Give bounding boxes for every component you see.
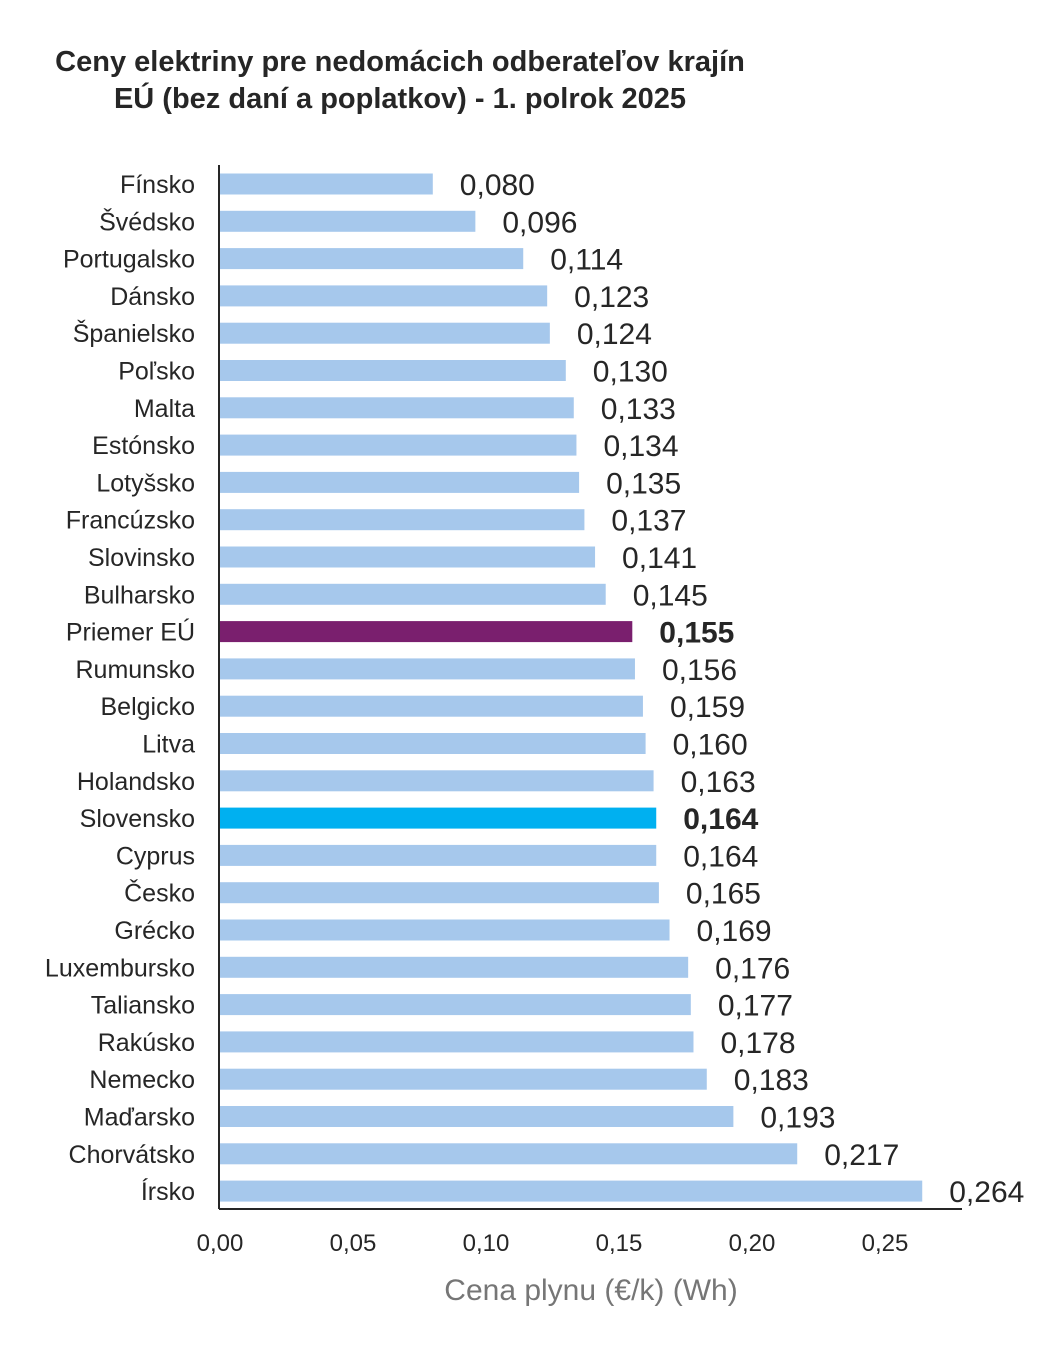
x-axis-ticks: 0,00 0,05 0,10 0,15 0,20 0,25 [197, 1230, 909, 1257]
chart-title-line-2: EÚ (bez daní a poplatkov) - 1. polrok 20… [113, 83, 687, 115]
bar-malta [220, 397, 574, 419]
value-label-cyprus: 0,164 [683, 840, 758, 873]
bar-chorvatsko [220, 1143, 798, 1165]
bar-bulharsko [220, 583, 606, 605]
category-label-svedsko: Švédsko [99, 207, 195, 236]
category-label-slovinsko: Slovinsko [88, 544, 195, 572]
bar-luxembursko [220, 956, 689, 978]
bar-taliansko [220, 994, 691, 1016]
category-label-litva: Litva [142, 731, 195, 759]
category-labels: Fínsko Švédsko Portugalsko Dánsko Španielsko… [45, 171, 195, 1206]
category-label-nemecko: Nemecko [89, 1066, 195, 1094]
value-label-belgicko: 0,159 [670, 691, 745, 724]
value-label-madarsko: 0,193 [760, 1102, 835, 1135]
bar-priemer-eu [220, 621, 633, 643]
chart-title-line-1: Ceny elektriny pre nedomácich odberateľo… [55, 46, 745, 78]
value-label-lotyssko: 0,135 [606, 467, 681, 500]
value-label-estonsko: 0,134 [603, 430, 678, 463]
value-label-holandsko: 0,163 [681, 766, 756, 799]
value-label-bulharsko: 0,145 [633, 579, 708, 612]
category-label-malta: Malta [134, 395, 195, 423]
bar-svedsko [220, 210, 476, 232]
x-tick-label-4: 0,20 [729, 1230, 776, 1257]
bar-lotyssko [220, 471, 580, 493]
bar-finsko [220, 173, 433, 195]
category-label-lotyssko: Lotyšsko [96, 469, 195, 497]
bar-dansko [220, 285, 548, 307]
category-label-taliansko: Taliansko [91, 992, 195, 1020]
value-label-dansko: 0,123 [574, 281, 649, 314]
x-tick-label-3: 0,15 [596, 1230, 643, 1257]
bar-irsko [220, 1180, 923, 1202]
bar-francuzsko [220, 509, 585, 531]
category-label-chorvatsko: Chorvátsko [69, 1141, 195, 1169]
bar-nemecko [220, 1068, 707, 1090]
value-label-irsko: 0,264 [949, 1176, 1024, 1209]
x-tick-label-1: 0,05 [330, 1230, 377, 1257]
category-label-estonsko: Estónsko [92, 432, 195, 460]
bar-slovinsko [220, 546, 596, 568]
value-label-polsko: 0,130 [593, 356, 668, 389]
category-label-holandsko: Holandsko [77, 768, 195, 796]
value-label-litva: 0,160 [673, 729, 748, 762]
bar-holandsko [220, 770, 654, 792]
bar-cyprus [220, 844, 657, 866]
x-tick-label-2: 0,10 [463, 1230, 510, 1257]
bar-grecko [220, 919, 670, 941]
category-label-rakusko: Rakúsko [98, 1029, 195, 1057]
bar-spanielsko [220, 322, 550, 344]
category-label-rumunsko: Rumunsko [76, 656, 196, 684]
bar-portugalsko [220, 248, 524, 270]
value-label-grecko: 0,169 [697, 915, 772, 948]
category-label-slovensko: Slovensko [80, 805, 195, 833]
bar-belgicko [220, 695, 643, 717]
chart-title: Ceny elektriny pre nedomácich odberateľo… [0, 44, 800, 118]
value-label-svedsko: 0,096 [502, 206, 577, 239]
category-label-dansko: Dánsko [110, 283, 195, 311]
x-tick-label-5: 0,25 [862, 1230, 909, 1257]
category-label-spanielsko: Španielsko [73, 319, 195, 348]
bar-polsko [220, 360, 566, 381]
value-label-luxembursko: 0,176 [715, 952, 790, 985]
category-label-madarsko: Maďarsko [84, 1104, 195, 1132]
bar-rumunsko [220, 658, 635, 680]
bar-rakusko [220, 1031, 694, 1053]
category-label-irsko: Írsko [141, 1177, 195, 1206]
value-label-taliansko: 0,177 [718, 990, 793, 1023]
value-label-rumunsko: 0,156 [662, 654, 737, 687]
category-label-bulharsko: Bulharsko [84, 581, 195, 609]
category-label-finsko: Fínsko [120, 171, 195, 199]
x-tick-label-0: 0,00 [197, 1230, 244, 1257]
value-label-portugalsko: 0,114 [550, 244, 623, 277]
value-label-priemer-eu: 0,155 [659, 617, 734, 650]
value-label-slovinsko: 0,141 [622, 542, 697, 575]
value-label-rakusko: 0,178 [720, 1027, 795, 1060]
value-labels: 0,080 0,096 0,114 0,123 0,124 0,130 0,133 0,134… [460, 169, 1025, 1209]
value-label-cesko: 0,165 [686, 878, 761, 911]
bar-litva [220, 733, 646, 754]
category-label-grecko: Grécko [114, 917, 195, 945]
category-label-francuzsko: Francúzsko [66, 507, 195, 535]
value-label-malta: 0,133 [601, 393, 676, 426]
bar-cesko [220, 882, 659, 904]
value-label-chorvatsko: 0,217 [824, 1139, 899, 1172]
category-label-luxembursko: Luxembursko [45, 954, 195, 982]
value-label-finsko: 0,080 [460, 169, 535, 202]
value-label-francuzsko: 0,137 [611, 505, 686, 538]
category-label-polsko: Poľsko [118, 358, 195, 386]
value-label-slovensko: 0,164 [683, 803, 758, 836]
bar-estonsko [220, 434, 577, 456]
category-label-portugalsko: Portugalsko [63, 246, 195, 274]
category-label-belgicko: Belgicko [101, 693, 196, 721]
value-label-nemecko: 0,183 [734, 1064, 809, 1097]
bars-group [220, 173, 923, 1202]
value-label-spanielsko: 0,124 [577, 318, 652, 351]
bar-slovensko [220, 807, 657, 829]
category-label-cesko: Česko [124, 879, 195, 908]
x-axis-label: Cena plynu (€/k) (Wh) [444, 1274, 737, 1307]
category-label-priemer-eu: Priemer EÚ [66, 618, 195, 647]
bar-madarsko [220, 1106, 734, 1127]
category-label-cyprus: Cyprus [116, 842, 195, 870]
